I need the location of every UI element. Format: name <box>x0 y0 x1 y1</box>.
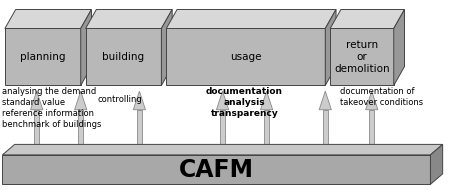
Text: CAFM: CAFM <box>179 158 254 182</box>
Polygon shape <box>81 10 91 86</box>
Polygon shape <box>261 91 273 110</box>
Polygon shape <box>323 110 328 149</box>
Polygon shape <box>319 91 331 110</box>
Polygon shape <box>264 110 269 149</box>
Polygon shape <box>162 10 172 86</box>
Polygon shape <box>166 28 325 86</box>
Text: controlling: controlling <box>98 95 143 104</box>
Polygon shape <box>86 28 162 86</box>
Polygon shape <box>5 28 81 86</box>
Text: planning: planning <box>20 52 66 62</box>
Polygon shape <box>75 91 87 110</box>
Polygon shape <box>137 110 142 149</box>
Polygon shape <box>369 110 374 149</box>
Polygon shape <box>34 110 39 149</box>
Text: documentation of
takeover conditions: documentation of takeover conditions <box>340 87 423 107</box>
Polygon shape <box>31 91 43 110</box>
Polygon shape <box>216 91 229 110</box>
Polygon shape <box>325 10 336 86</box>
Text: usage: usage <box>230 52 261 62</box>
Text: documentation
analysis
transparency: documentation analysis transparency <box>206 87 283 118</box>
Polygon shape <box>220 110 225 149</box>
Polygon shape <box>78 110 83 149</box>
Polygon shape <box>394 10 405 86</box>
Polygon shape <box>365 91 378 110</box>
Polygon shape <box>2 155 431 184</box>
Polygon shape <box>330 10 405 28</box>
Text: analysing the demand
standard value
reference information
benchmark of buildings: analysing the demand standard value refe… <box>2 87 102 129</box>
Text: return
or
demolition: return or demolition <box>334 40 390 74</box>
Polygon shape <box>2 144 443 155</box>
Polygon shape <box>133 91 145 110</box>
Polygon shape <box>86 10 172 28</box>
Polygon shape <box>166 10 336 28</box>
Text: building: building <box>103 52 144 62</box>
Polygon shape <box>431 144 443 184</box>
Polygon shape <box>5 10 91 28</box>
Polygon shape <box>330 28 394 86</box>
